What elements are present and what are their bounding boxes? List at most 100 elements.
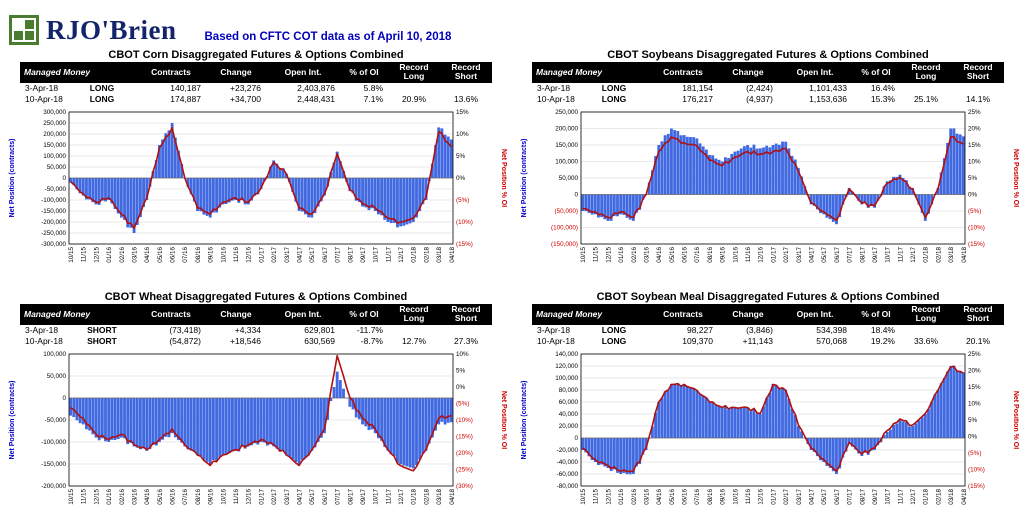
report-date: 3-Apr-18 [25,82,59,93]
date-position-cell: 3-Apr-18 LONG [20,83,136,94]
x-axis-tick-label: 10/17 [885,488,892,504]
left-axis-tick-label: 200,000 [43,131,66,138]
x-axis-tick-label: 10/16 [220,246,227,262]
col-open-int: Open Int. [778,62,852,83]
x-axis-tick-label: 11/16 [233,246,240,262]
x-axis-tick-label: 10/15 [580,246,587,262]
right-axis-tick-label: 20% [968,125,981,132]
date-position-cell: 10-Apr-18 LONG [532,94,648,105]
x-axis-tick-label: 08/16 [195,488,202,504]
plot-border [68,111,454,245]
left-axis-title: Net Position (contracts) [9,138,16,217]
x-axis-tick-label: 01/18 [923,488,930,504]
x-axis-tick-label: 10/15 [68,246,75,262]
x-axis-tick-label: 04/18 [449,488,456,504]
open-interest-value: 1,153,636 [809,94,847,105]
contracts-value: 140,187 [170,82,201,93]
x-axis-tick-label: 02/16 [631,246,638,262]
x-axis-tick-label: 08/17 [859,488,866,504]
left-axis-title: Net Position (contracts) [9,380,16,459]
right-axis-title: Net Position % OI [500,148,507,206]
rjo-logo: RJO'Brien [8,14,177,46]
table-row: 3-Apr-18 LONG 98,227 (3,846) 534,398 18.4% [532,325,1004,336]
x-axis-tick-label: 09/17 [872,488,879,504]
table-row: 3-Apr-18 LONG 140,187 +23,276 2,403,876 5.8% [20,83,492,94]
contracts-value: 98,227 [687,324,713,335]
right-axis-tick-label: (10%) [968,224,985,231]
report-date: 3-Apr-18 [537,324,571,335]
open-interest-value: 2,448,431 [297,94,335,105]
right-axis-tick-label: 15% [456,109,469,116]
left-axis-tick-label: 250,000 [555,109,578,116]
record-short-value [440,83,492,94]
x-axis-tick-label: 10/16 [732,488,739,504]
x-axis-tick-label: 02/16 [631,488,638,504]
pct-oi-value: 19.2% [870,336,895,347]
col-record-short: Record Short [440,62,492,83]
right-axis-tick-label: (15%) [456,433,473,440]
x-axis-tick-label: 03/17 [284,246,291,262]
col-change: Change [206,62,266,83]
left-axis-tick-label: 100,000 [555,375,578,382]
right-axis-tick-label: (20%) [456,450,473,457]
x-axis-tick-label: 03/17 [796,488,803,504]
x-axis-tick-label: 12/16 [758,246,765,262]
x-axis-tick-label: 12/17 [910,246,917,262]
right-axis-tick-label: 5% [968,417,978,424]
x-axis-tick-label: 01/16 [106,246,113,262]
chart-panel-soybeans: CBOT Soybeans Disaggregated Futures & Op… [512,46,1024,288]
x-axis-tick-label: 03/17 [796,246,803,262]
x-axis-tick-label: 12/17 [398,488,405,504]
left-axis-tick-label: 100,000 [43,351,66,358]
record-short-value [952,83,1004,94]
x-axis-tick-label: 09/17 [360,246,367,262]
position-label: LONG [601,82,627,93]
net-position-bars [581,365,965,474]
x-axis-tick-label: 01/17 [770,246,777,262]
left-axis-tick-label: 50,000 [47,373,67,380]
left-axis-tick-label: 100,000 [555,158,578,165]
right-axis-tick-label: (5%) [968,450,981,457]
chart-panel-wheat: CBOT Wheat Disaggregated Futures & Optio… [0,288,512,530]
x-axis-tick-label: 06/16 [682,246,689,262]
x-axis-tick-label: 12/15 [605,488,612,504]
x-axis-tick-label: 03/18 [436,488,443,504]
x-axis-tick-label: 11/15 [81,246,88,262]
record-long-value: 25.1% [913,94,939,105]
x-axis-tick-label: 11/17 [897,488,904,504]
contracts-value: 181,154 [682,82,713,93]
x-axis-tick-label: 11/15 [593,488,600,504]
record-short-value: 13.6% [453,94,479,105]
col-open-int: Open Int. [266,304,340,325]
left-axis-tick-label: -60,000 [557,471,579,478]
x-axis-tick-label: 01/18 [411,488,418,504]
net-position-bars [69,371,453,469]
net-position-pct-line [582,365,964,472]
managed-money-table: Managed Money Contracts Change Open Int.% o… [532,62,1004,106]
x-axis-tick-label: 11/17 [385,246,392,262]
open-interest-value: 534,398 [816,324,847,335]
left-axis-tick-label: -300,000 [41,241,66,248]
left-axis-tick-label: 100,000 [43,153,66,160]
pct-oi-value: -8.7% [360,336,383,347]
contracts-value: (73,418) [169,324,201,335]
x-axis-tick-label: 06/17 [834,246,841,262]
x-axis-tick-label: 02/17 [783,246,790,262]
x-axis-tick-label: 03/17 [284,488,291,504]
x-axis-tick-label: 05/17 [821,488,828,504]
x-axis-tick-label: 09/16 [720,488,727,504]
col-open-int: Open Int. [778,304,852,325]
report-header: RJO'Brien Based on CFTC COT data as of A… [0,0,1024,46]
left-axis-tick-label: -200,000 [41,219,66,226]
date-position-cell: 10-Apr-18 LONG [532,336,648,347]
change-value: +23,276 [230,82,261,93]
record-long-value [388,83,440,94]
x-axis-tick-label: 01/17 [258,488,265,504]
col-record-long: Record Long [388,304,440,325]
left-axis-title: Net Position (contracts) [521,138,528,217]
x-axis-tick-label: 10/17 [373,488,380,504]
x-axis-tick-label: 01/18 [923,246,930,262]
plot-border [580,353,966,487]
left-axis-tick-label: 40,000 [559,411,579,418]
col-contracts: Contracts [136,62,206,83]
